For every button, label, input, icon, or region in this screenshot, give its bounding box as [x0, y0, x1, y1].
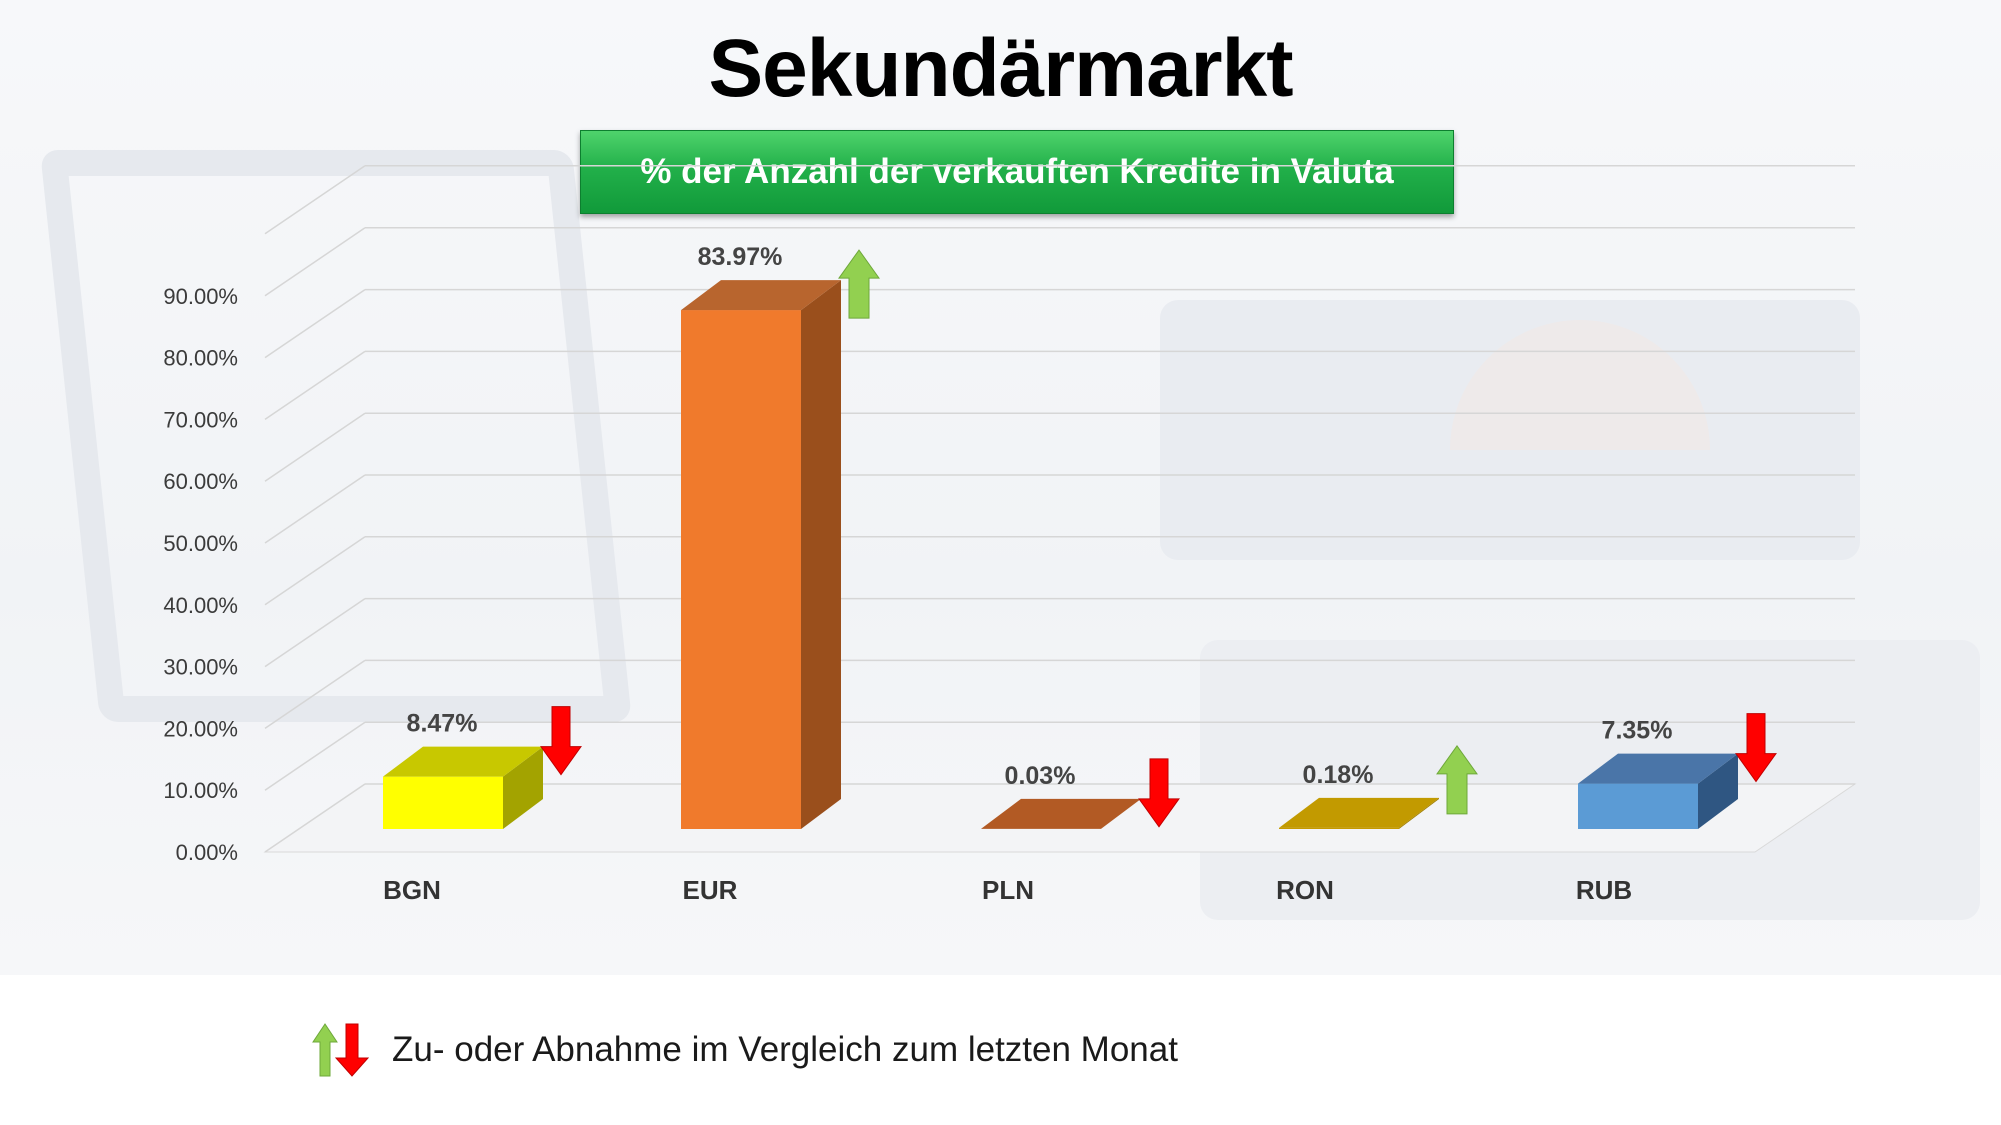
page-title: Sekundärmarkt — [708, 23, 1293, 114]
trend-down-arrow — [1138, 758, 1180, 828]
trend-up-arrow — [838, 249, 880, 319]
bar-top — [383, 746, 543, 777]
bar-front — [681, 310, 801, 829]
y-tick-label: 80.00% — [163, 346, 238, 371]
x-tick-label: EUR — [683, 875, 738, 905]
gridline-diagonal — [264, 536, 366, 606]
bar-top — [1279, 797, 1439, 828]
y-tick-label: 10.00% — [163, 778, 238, 803]
chart-gridlines — [264, 165, 1855, 853]
trend-down-arrow — [1735, 713, 1777, 783]
y-tick-label: 50.00% — [163, 531, 238, 556]
trend-up-down-icon — [312, 1023, 370, 1077]
bar-front — [383, 776, 503, 829]
y-tick-label: 30.00% — [163, 655, 238, 680]
y-tick-label: 70.00% — [163, 407, 238, 432]
bar-front — [1578, 783, 1698, 829]
gridline-diagonal — [264, 659, 366, 730]
data-label: 8.47% — [407, 710, 478, 738]
x-tick-label: PLN — [982, 875, 1034, 905]
data-label: 83.97% — [698, 243, 783, 271]
x-tick-label: BGN — [383, 875, 441, 905]
gridline-diagonal — [264, 227, 366, 297]
bar-side — [801, 280, 841, 829]
bar-side — [1399, 797, 1439, 829]
gridline-diagonal — [264, 783, 366, 853]
data-label: 7.35% — [1602, 717, 1673, 745]
trend-down-arrow — [540, 706, 582, 776]
gridline-diagonal — [264, 165, 366, 235]
gridline-diagonal — [264, 474, 366, 544]
gridline-diagonal — [264, 597, 366, 668]
y-tick-label: 20.00% — [163, 716, 238, 741]
data-label: 0.18% — [1303, 761, 1374, 789]
y-tick-label: 40.00% — [163, 593, 238, 618]
bar-top — [1578, 753, 1738, 784]
bar-top — [981, 798, 1141, 829]
bar-front — [1279, 827, 1399, 829]
x-axis-tick-labels: BGN EUR PLN RON RUB — [383, 875, 1632, 905]
x-tick-label: RON — [1276, 875, 1334, 905]
bar-side — [503, 746, 543, 829]
bar-pln — [981, 798, 1141, 829]
bar-ron — [1279, 797, 1439, 829]
gridline-diagonal — [264, 288, 366, 359]
bar-side — [1698, 753, 1738, 829]
bar-chart: 0.00% 10.00% 20.00% 30.00% 40.00% 50.00% 60.00… — [163, 165, 1857, 905]
trend-arrows — [540, 249, 1777, 828]
data-label: 0.03% — [1005, 762, 1076, 790]
y-axis-tick-labels: 0.00% 10.00% 20.00% 30.00% 40.00% 50.00% 60.00… — [163, 284, 238, 865]
gridline-diagonal — [264, 412, 366, 482]
legend-note: Zu- oder Abnahme im Vergleich zum letzte… — [310, 1020, 1178, 1080]
trend-up-arrow — [1436, 745, 1478, 815]
chart-bars — [383, 280, 1738, 829]
gridline-diagonal — [264, 350, 366, 421]
bar-top — [681, 280, 841, 311]
legend-note-text: Zu- oder Abnahme im Vergleich zum letzte… — [392, 1030, 1178, 1069]
bar-bgn — [383, 746, 543, 829]
y-tick-label: 90.00% — [163, 284, 238, 309]
chart-data-labels: 8.47% 83.97% 0.03% 0.18% 7.35% — [407, 243, 1673, 790]
bar-eur — [681, 280, 841, 829]
bar-rub — [1578, 753, 1738, 829]
gridline-diagonal — [264, 721, 366, 791]
y-tick-label: 60.00% — [163, 469, 238, 494]
x-tick-label: RUB — [1576, 875, 1632, 905]
y-tick-label: 0.00% — [176, 840, 238, 865]
chart-subtitle-banner: % der Anzahl der verkauften Kredite in V… — [580, 130, 1454, 214]
